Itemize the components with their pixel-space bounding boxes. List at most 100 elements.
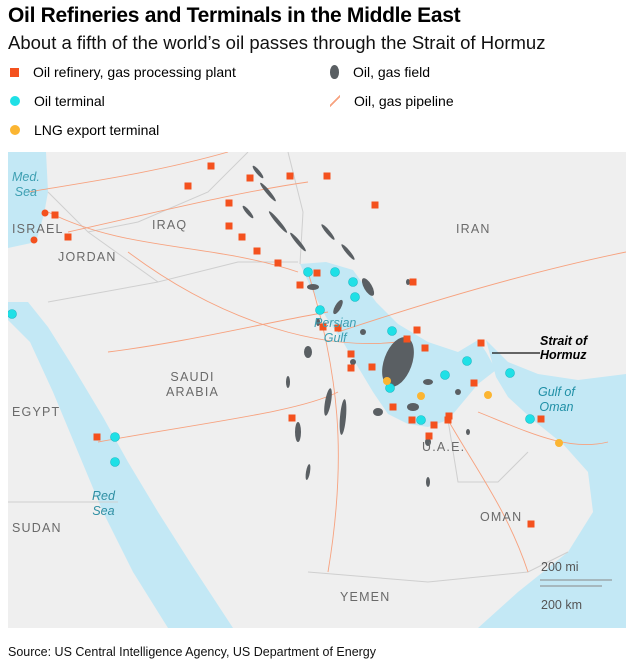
scale-km: 200 km — [541, 598, 582, 612]
refinery-marker — [371, 201, 379, 209]
oil-field — [360, 329, 366, 335]
pipeline — [127, 251, 399, 344]
pipeline — [97, 391, 339, 443]
oil-field — [324, 388, 332, 416]
refinery-marker — [184, 182, 192, 190]
refinery-marker — [537, 415, 545, 423]
scale-miles: 200 mi — [541, 560, 579, 574]
refinery-marker — [274, 259, 282, 267]
refinery-marker — [225, 222, 233, 230]
oil-field — [466, 429, 470, 435]
orange-square-icon — [10, 67, 19, 77]
refinery-marker — [207, 162, 215, 170]
pipeline — [107, 311, 329, 353]
pipeline — [47, 211, 299, 273]
facility-markers — [7, 162, 563, 528]
refinery-marker — [334, 324, 342, 332]
refinery-marker — [41, 209, 49, 217]
oil-field — [455, 389, 461, 395]
label-saudi-arabia: SAUDI ARABIA — [166, 370, 220, 399]
refinery-marker — [323, 172, 331, 180]
refinery-marker — [30, 236, 38, 244]
oil-field — [316, 318, 320, 326]
legend-oil-field: Oil, gas field — [276, 64, 430, 80]
oil-terminal-marker — [110, 457, 120, 467]
cyan-circle-icon — [10, 96, 20, 106]
pipeline — [27, 151, 229, 193]
oil-terminal-marker — [303, 267, 313, 277]
pipeline — [67, 181, 309, 233]
refinery-marker — [286, 172, 294, 180]
legend-lng-terminal: LNG export terminal — [10, 122, 159, 138]
oil-terminal-marker — [7, 309, 17, 319]
oil-terminal-marker — [348, 277, 358, 287]
oil-terminal-marker — [330, 267, 340, 277]
oil-field — [305, 464, 311, 480]
source-note: Source: US Central Intelligence Agency, … — [8, 645, 377, 659]
refinery-marker — [64, 233, 72, 241]
refinery-marker — [408, 416, 416, 424]
oil-field — [252, 165, 264, 179]
label-uae: U.A.E. — [422, 440, 466, 454]
oil-field — [350, 359, 356, 365]
oil-terminal-marker — [387, 326, 397, 336]
refinery-marker — [389, 403, 397, 411]
oil-field — [361, 278, 375, 296]
pipeline — [477, 411, 609, 446]
map-canvas — [7, 151, 627, 628]
oil-field — [423, 379, 433, 385]
oil-field — [242, 205, 254, 219]
oil-field — [268, 211, 288, 233]
label-iran: IRAN — [456, 222, 491, 236]
refinery-marker — [470, 379, 478, 387]
oil-terminal-marker — [525, 414, 535, 424]
refinery-marker — [527, 520, 535, 528]
refinery-marker — [409, 278, 417, 286]
refinery-marker — [413, 326, 421, 334]
oil-field — [307, 284, 319, 290]
oil-terminal-marker — [315, 305, 325, 315]
oil-field — [286, 376, 290, 388]
label-strait-of-hormuz: Strait of Hormuz — [540, 334, 588, 362]
label-iraq: IRAQ — [152, 218, 188, 232]
yellow-circle-icon — [10, 125, 20, 135]
refinery-marker — [444, 416, 452, 424]
mediterranean-sea — [8, 152, 48, 248]
oil-field — [382, 337, 414, 387]
pipeline-icon — [330, 95, 340, 107]
refinery-marker — [347, 364, 355, 372]
label-med-sea: Med. Sea — [12, 170, 40, 199]
oil-terminal-marker — [440, 370, 450, 380]
pipeline — [337, 251, 627, 333]
label-persian-gulf: Persian Gulf — [314, 316, 357, 345]
lng-terminal-marker — [383, 377, 391, 385]
refinery-marker — [403, 335, 411, 343]
label-sudan: SUDAN — [12, 521, 62, 535]
refinery-marker — [425, 432, 433, 440]
oil-field — [407, 403, 419, 411]
oil-terminal-marker — [462, 356, 472, 366]
legend-refinery: Oil refinery, gas processing plant — [10, 64, 236, 80]
oil-gas-fields — [242, 165, 470, 487]
lng-terminal-marker — [484, 391, 492, 399]
refinery-marker — [246, 174, 254, 182]
refinery-marker — [319, 323, 327, 331]
gulf-of-oman — [478, 340, 626, 628]
lng-terminal-marker — [417, 392, 425, 400]
oil-field — [333, 299, 343, 315]
oil-field — [321, 224, 335, 240]
oil-terminal-marker — [416, 415, 426, 425]
legend-oil-terminal: Oil terminal — [10, 93, 105, 109]
refinery-marker — [445, 412, 453, 420]
label-israel: ISRAEL — [12, 222, 64, 236]
page-title: Oil Refineries and Terminals in the Midd… — [8, 4, 461, 27]
oil-field-icon — [330, 65, 339, 79]
oil-field — [339, 399, 347, 435]
oil-terminal-marker — [110, 432, 120, 442]
label-oman: OMAN — [480, 510, 523, 524]
oil-field — [373, 408, 383, 416]
oil-field — [426, 477, 430, 487]
refinery-marker — [253, 247, 261, 255]
refinery-marker — [238, 233, 246, 241]
oil-field — [304, 346, 312, 358]
